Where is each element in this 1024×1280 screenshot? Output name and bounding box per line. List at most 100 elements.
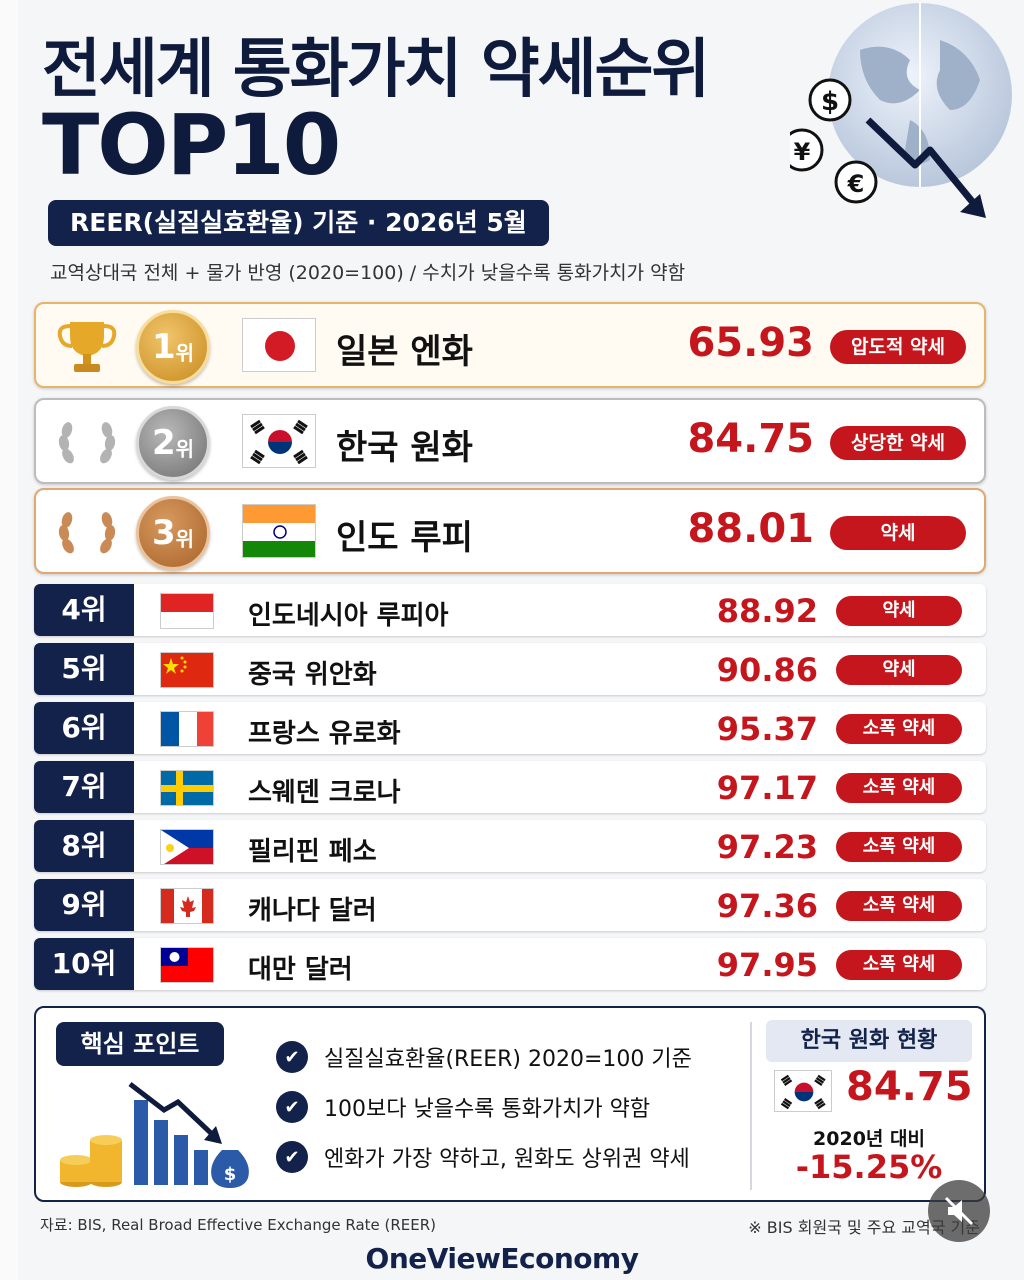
reer-value: 88.01 bbox=[687, 506, 814, 552]
key-point-item: ✔ 100보다 낮을수록 통화가치가 약함 bbox=[276, 1082, 692, 1132]
reer-value: 97.17 bbox=[716, 769, 818, 807]
country-name: 필리핀 페소 bbox=[248, 837, 377, 867]
reer-value: 90.86 bbox=[716, 651, 818, 689]
subtitle: 교역상대국 전체 + 물가 반영 (2020=100) / 수치가 낮을수록 통… bbox=[50, 262, 686, 284]
rank-row-5: 5위 중국 위안화 90.86 약세 bbox=[34, 643, 986, 695]
bar-chart-icon bbox=[134, 1100, 208, 1185]
key-point-item: ✔ 실질실효환율(REER) 2020=100 기준 bbox=[276, 1032, 692, 1082]
rank-row-6: 6위 프랑스 유로화 95.37 소폭 약세 bbox=[34, 702, 986, 754]
svg-text:$: $ bbox=[224, 1164, 237, 1185]
svg-text:$: $ bbox=[821, 87, 839, 117]
country-name: 프랑스 유로화 bbox=[248, 719, 401, 749]
weakness-tag: 압도적 약세 bbox=[830, 330, 966, 364]
laurel-icon bbox=[58, 422, 116, 464]
dollar-icon: $ bbox=[808, 78, 852, 122]
korea-status-title: 한국 원화 현황 bbox=[766, 1020, 972, 1062]
laurel-icon bbox=[58, 512, 116, 554]
mute-icon bbox=[944, 1196, 974, 1226]
country-name: 일본 엔화 bbox=[336, 332, 473, 372]
left-margin bbox=[0, 0, 18, 1280]
reer-value: 97.95 bbox=[716, 946, 818, 984]
source-note: 자료: BIS, Real Broad Effective Exchange R… bbox=[40, 1216, 437, 1234]
country-name: 인도 루피 bbox=[336, 518, 473, 558]
weakness-tag: 상당한 약세 bbox=[830, 426, 966, 460]
reer-value: 84.75 bbox=[687, 416, 814, 462]
rank-label: 9위 bbox=[34, 879, 134, 931]
rank-label: 10위 bbox=[34, 938, 134, 990]
weakness-tag: 소폭 약세 bbox=[836, 891, 962, 921]
divider bbox=[750, 1022, 752, 1190]
country-name: 중국 위안화 bbox=[248, 660, 377, 690]
rank-row-8: 8위 필리핀 페소 97.23 소폭 약세 bbox=[34, 820, 986, 872]
france-flag-icon bbox=[160, 711, 214, 747]
rank-row-9: 9위 캐나다 달러 97.36 소폭 약세 bbox=[34, 879, 986, 931]
weakness-tag: 소폭 약세 bbox=[836, 950, 962, 980]
page-title-top10: TOP10 bbox=[42, 96, 341, 194]
rank-row-10: 10위 대만 달러 97.95 소폭 약세 bbox=[34, 938, 986, 990]
page-title: 전세계 통화가치 약세순위 bbox=[42, 33, 710, 107]
weakness-tag: 소폭 약세 bbox=[836, 714, 962, 744]
mute-button[interactable] bbox=[928, 1180, 990, 1242]
key-points-panel: 핵심 포인트 $ ✔ 실질실효환율(REER) 2020=100 기준 ✔ 10… bbox=[34, 1006, 986, 1202]
key-points-list: ✔ 실질실효환율(REER) 2020=100 기준 ✔ 100보다 낮을수록 … bbox=[276, 1032, 692, 1182]
china-flag-icon bbox=[160, 652, 214, 688]
country-name: 인도네시아 루피아 bbox=[248, 601, 449, 631]
rank-label: 4위 bbox=[34, 584, 134, 636]
korea-change-percent: -15.25% bbox=[795, 1148, 943, 1186]
weakness-tag: 소폭 약세 bbox=[836, 832, 962, 862]
reer-value: 95.37 bbox=[716, 710, 818, 748]
reer-value: 97.36 bbox=[716, 887, 818, 925]
korea-reer-value: 84.75 bbox=[846, 1064, 973, 1110]
down-arrow-icon bbox=[865, 117, 978, 208]
basis-badge: REER(실질실효환율) 기준 · 2026년 5월 bbox=[48, 200, 549, 246]
key-point-item: ✔ 엔화가 가장 약하고, 원화도 상위권 약세 bbox=[276, 1132, 692, 1182]
reer-value: 88.92 bbox=[716, 592, 818, 630]
check-icon: ✔ bbox=[276, 1091, 308, 1123]
check-icon: ✔ bbox=[276, 1041, 308, 1073]
rank-row-4: 4위 인도네시아 루피아 88.92 약세 bbox=[34, 584, 986, 636]
canada-flag-icon bbox=[160, 888, 214, 924]
trophy-icon bbox=[57, 322, 117, 372]
country-name: 대만 달러 bbox=[248, 955, 353, 985]
korea-flag-icon bbox=[242, 414, 316, 468]
country-name: 한국 원화 bbox=[336, 428, 473, 468]
philippines-flag-icon bbox=[160, 829, 214, 865]
coins-chart-illustration: $ bbox=[60, 1082, 249, 1188]
weakness-tag: 약세 bbox=[836, 596, 962, 626]
country-name: 캐나다 달러 bbox=[248, 896, 377, 926]
reer-value: 97.23 bbox=[716, 828, 818, 866]
india-flag-icon bbox=[242, 504, 316, 558]
svg-text:¥: ¥ bbox=[794, 138, 811, 166]
rank-label: 5위 bbox=[34, 643, 134, 695]
svg-text:€: € bbox=[847, 170, 865, 198]
coin-stack-icon bbox=[60, 1135, 122, 1187]
rank-label: 6위 bbox=[34, 702, 134, 754]
korea-compare-label: 2020년 대비 bbox=[813, 1128, 925, 1150]
weakness-tag: 소폭 약세 bbox=[836, 773, 962, 803]
weakness-tag: 약세 bbox=[830, 516, 966, 550]
rank-label: 8위 bbox=[34, 820, 134, 872]
money-bag-icon: $ bbox=[211, 1150, 249, 1188]
indonesia-flag-icon bbox=[160, 593, 214, 629]
taiwan-flag-icon bbox=[160, 947, 214, 983]
globe-currency-illustration: $ ¥ € bbox=[790, 3, 1012, 218]
weakness-tag: 약세 bbox=[836, 655, 962, 685]
reer-value: 65.93 bbox=[687, 320, 814, 366]
brand-logo: OneViewEconomy bbox=[365, 1242, 639, 1275]
sweden-flag-icon bbox=[160, 770, 214, 806]
yen-icon: ¥ bbox=[790, 128, 824, 172]
down-trend-icon bbox=[128, 1082, 216, 1138]
japan-flag-icon bbox=[242, 318, 316, 372]
footnote: ※ BIS 회원국 및 주요 교역국 기준 bbox=[748, 1218, 980, 1237]
country-name: 스웨덴 크로나 bbox=[248, 778, 401, 808]
korea-flag-icon bbox=[774, 1070, 832, 1112]
rank-label: 7위 bbox=[34, 761, 134, 813]
euro-icon: € bbox=[834, 160, 878, 204]
rank-row-7: 7위 스웨덴 크로나 97.17 소폭 약세 bbox=[34, 761, 986, 813]
